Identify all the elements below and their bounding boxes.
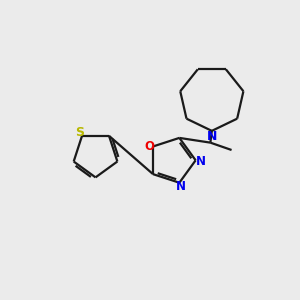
Text: N: N	[176, 180, 186, 193]
Text: S: S	[75, 126, 84, 139]
Text: O: O	[145, 140, 154, 153]
Text: N: N	[207, 130, 217, 143]
Text: N: N	[196, 155, 206, 168]
